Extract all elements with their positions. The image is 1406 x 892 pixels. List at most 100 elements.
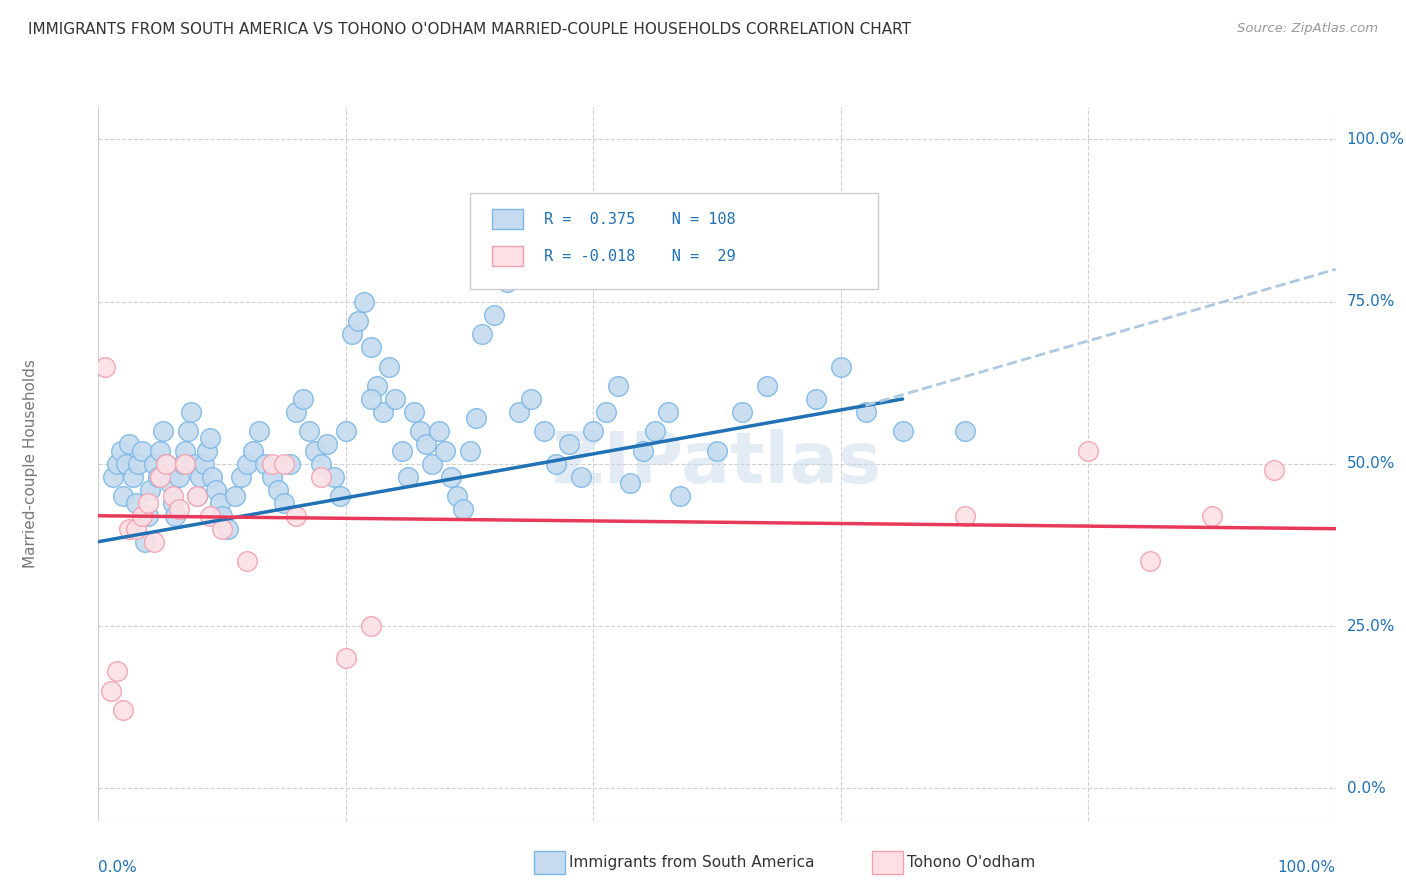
Point [242, 443, 264, 458]
Point [134, 534, 156, 549]
Point [236, 554, 259, 568]
Text: 50.0%: 50.0% [1347, 457, 1395, 471]
Point [167, 470, 190, 484]
Point [520, 392, 543, 406]
Bar [492, 209, 523, 229]
Point [162, 489, 184, 503]
Text: ZIPatlas: ZIPatlas [553, 429, 882, 499]
Point [167, 502, 190, 516]
Point [291, 392, 314, 406]
Point [644, 425, 666, 439]
Point [953, 508, 976, 523]
Text: IMMIGRANTS FROM SOUTH AMERICA VS TOHONO O'ODHAM MARRIED-COUPLE HOUSEHOLDS CORREL: IMMIGRANTS FROM SOUTH AMERICA VS TOHONO … [28, 22, 911, 37]
Point [582, 425, 605, 439]
Point [122, 470, 145, 484]
Point [217, 522, 239, 536]
Point [402, 405, 425, 419]
Text: 75.0%: 75.0% [1347, 294, 1395, 310]
Point [260, 457, 283, 471]
Point [139, 483, 162, 497]
Point [149, 443, 172, 458]
Point [657, 405, 679, 419]
Point [110, 443, 132, 458]
Point [433, 443, 456, 458]
Point [188, 470, 211, 484]
Point [162, 496, 184, 510]
Point [427, 425, 450, 439]
Point [415, 437, 437, 451]
Point [440, 470, 463, 484]
Point [353, 294, 375, 309]
Point [830, 359, 852, 374]
Point [186, 489, 208, 503]
Point [136, 508, 159, 523]
Point [105, 457, 128, 471]
Point [453, 502, 475, 516]
Point [360, 619, 382, 633]
Point [118, 437, 141, 451]
Point [112, 703, 135, 717]
Point [131, 508, 153, 523]
Point [118, 522, 141, 536]
Point [205, 483, 228, 497]
Point [546, 457, 568, 471]
Point [953, 425, 976, 439]
Point [114, 457, 136, 471]
Point [260, 470, 283, 484]
Point [155, 457, 177, 471]
Point [731, 405, 754, 419]
Point [273, 457, 295, 471]
Text: R = -0.018    N =  29: R = -0.018 N = 29 [544, 250, 735, 264]
Point [143, 457, 166, 471]
Point [340, 327, 363, 342]
Point [152, 425, 174, 439]
Point [184, 457, 207, 471]
Point [446, 489, 468, 503]
Point [174, 443, 197, 458]
Point [508, 405, 530, 419]
Point [165, 508, 187, 523]
Point [1139, 554, 1161, 568]
Point [607, 379, 630, 393]
Point [273, 496, 295, 510]
Point [172, 457, 194, 471]
Point [208, 496, 231, 510]
Point [93, 359, 115, 374]
Point [159, 476, 181, 491]
Point [804, 392, 827, 406]
Point [471, 327, 494, 342]
Point [891, 425, 914, 439]
Point [1263, 463, 1285, 477]
Point [193, 457, 215, 471]
Point [127, 457, 149, 471]
Point [384, 392, 406, 406]
Bar [470, 193, 877, 289]
Point [755, 379, 778, 393]
Text: Source: ZipAtlas.com: Source: ZipAtlas.com [1237, 22, 1378, 36]
Point [112, 489, 135, 503]
Point [422, 457, 444, 471]
Point [149, 470, 172, 484]
Point [201, 470, 224, 484]
Point [198, 508, 221, 523]
Point [391, 443, 413, 458]
Point [360, 392, 382, 406]
Point [631, 443, 654, 458]
Text: Tohono O'odham: Tohono O'odham [907, 855, 1035, 870]
Point [329, 489, 352, 503]
Text: R =  0.375    N = 108: R = 0.375 N = 108 [544, 212, 735, 227]
Point [366, 379, 388, 393]
Point [557, 437, 579, 451]
Point [322, 470, 344, 484]
Point [195, 443, 218, 458]
Point [146, 470, 169, 484]
Point [484, 249, 506, 263]
Point [103, 470, 125, 484]
Point [236, 457, 259, 471]
Point [396, 470, 419, 484]
Text: Married-couple Households: Married-couple Households [22, 359, 38, 568]
Point [669, 489, 692, 503]
Point [143, 534, 166, 549]
Point [198, 431, 221, 445]
Point [1201, 508, 1223, 523]
